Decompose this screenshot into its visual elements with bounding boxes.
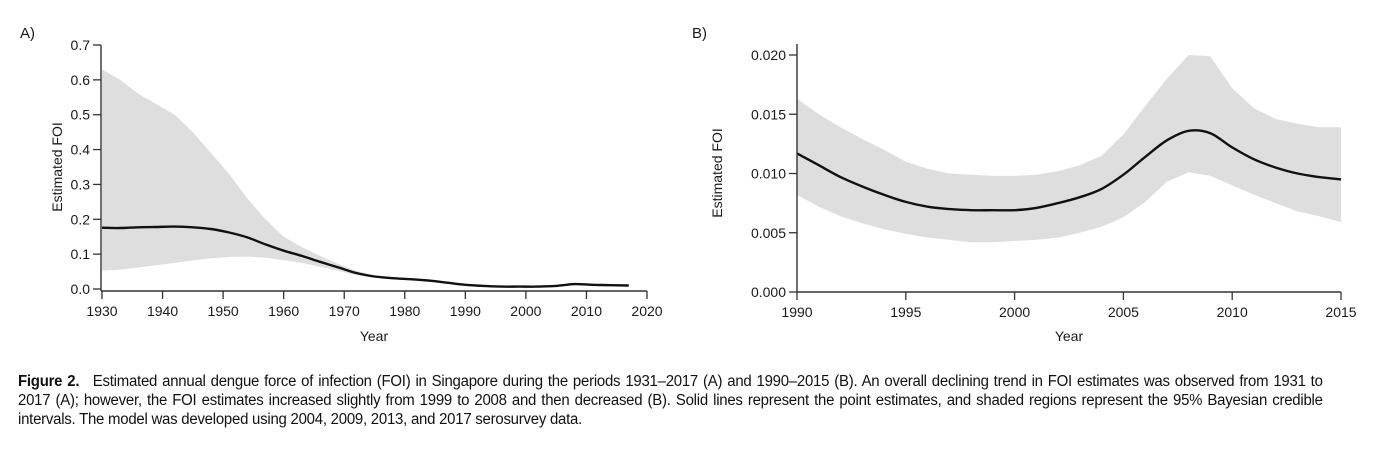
- panel-a-x-tick-label: 1960: [268, 303, 299, 319]
- panel-a-x-axis-title: Year: [360, 328, 389, 344]
- panel-b-point-estimate-line: [796, 129, 1342, 212]
- panel-a-credible-band: [102, 69, 629, 287]
- panel-a-x-tick-label: 1980: [389, 303, 420, 319]
- panel-a-y-tick-label: 0.4: [71, 142, 91, 158]
- panel-b-x-tick-label: 2000: [999, 304, 1030, 320]
- panel-a-x-tick-label: 1970: [329, 303, 360, 319]
- panel-a-x-tick-label: 1950: [208, 303, 239, 319]
- panel-b-x-tick-label: 1995: [890, 304, 921, 320]
- panel-b-x-tick-label: 2010: [1217, 304, 1248, 320]
- panel-a-y-tick-label: 0.6: [71, 72, 91, 88]
- panel-a-y-tick-label: 0.1: [71, 246, 91, 262]
- panel-b-label: B): [692, 25, 707, 42]
- figure-charts: 0.0 0.1 0.2 0.3 0.4 0.5 0.6 0.7 1930 1940 1950 1960…: [20, 25, 1357, 344]
- panel-a: 0.0 0.1 0.2 0.3 0.4 0.5 0.6 0.7 1930 1940 1950 1960…: [20, 25, 663, 344]
- panel-a-y-axis-title: Estimated FOI: [49, 122, 65, 211]
- panel-a-y-tick-label: 0.7: [71, 37, 91, 53]
- figure-caption-text: Estimated annual dengue force of infecti…: [18, 373, 1323, 428]
- panel-b-y-tick-label: 0.010: [751, 166, 786, 182]
- panel-a-point-estimate-line: [101, 225, 629, 288]
- panel-a-label: A): [20, 25, 35, 42]
- panel-b: 0.000 0.005 0.010 0.015 0.020 1990 1995 2000 200…: [692, 25, 1357, 344]
- panel-a-x-tick-label: 2010: [571, 303, 602, 319]
- figure-caption-label: Figure 2.: [18, 373, 80, 390]
- panel-a-y-tick-label: 0.0: [71, 281, 91, 297]
- panel-b-y-tick-label: 0.020: [751, 47, 786, 63]
- panel-b-y-tick-label: 0.015: [751, 106, 786, 122]
- panel-b-x-axis-title: Year: [1055, 328, 1084, 344]
- panel-a-x-tick-label: 2020: [631, 303, 662, 319]
- figure-caption: Figure 2. Estimated annual dengue force o…: [18, 372, 1323, 429]
- panel-a-y-tick-label: 0.2: [71, 211, 91, 227]
- panel-b-y-tick-label: 0.000: [751, 284, 786, 300]
- panel-b-x-tick-label: 2015: [1325, 304, 1356, 320]
- panel-a-x-tick-label: 1940: [147, 303, 178, 319]
- panel-b-y-tick-label: 0.005: [751, 225, 786, 241]
- panel-a-x-tick-label: 1990: [450, 303, 481, 319]
- panel-a-x-tick-label: 2000: [510, 303, 541, 319]
- panel-a-x-tick-label: 1930: [86, 303, 117, 319]
- panel-b-x-tick-label: 1990: [781, 304, 812, 320]
- panel-a-y-tick-label: 0.3: [71, 176, 91, 192]
- panel-b-y-axis-title: Estimated FOI: [709, 128, 725, 217]
- panel-b-credible-band: [797, 55, 1341, 243]
- panel-b-x-tick-label: 2005: [1108, 304, 1139, 320]
- panel-a-y-tick-label: 0.5: [71, 107, 91, 123]
